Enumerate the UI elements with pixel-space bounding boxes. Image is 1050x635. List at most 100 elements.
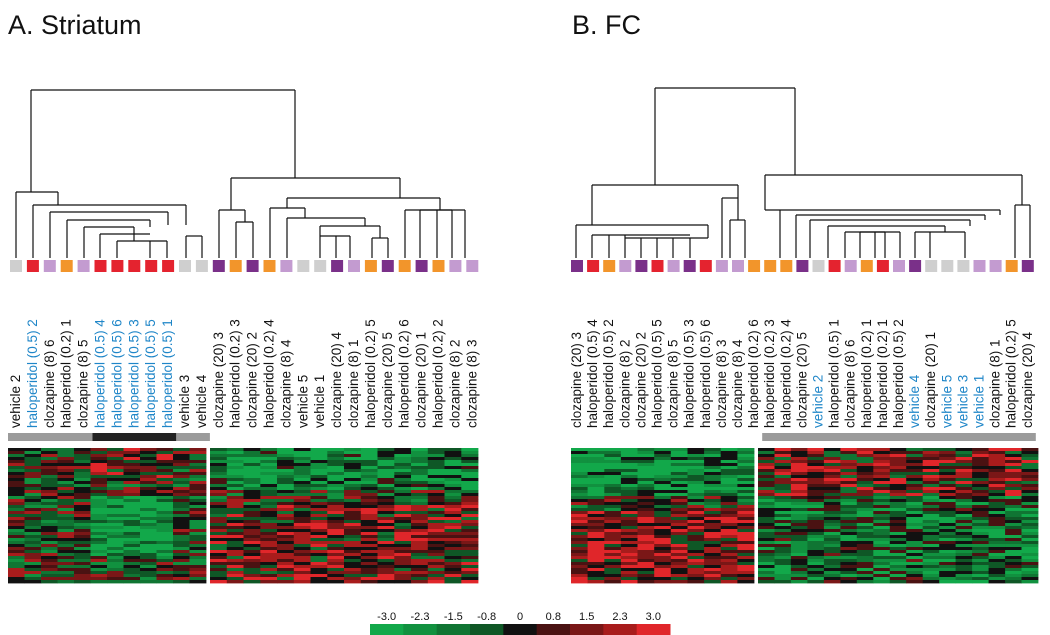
- heatmap-cell: [444, 565, 462, 569]
- heatmap-cell: [720, 553, 738, 557]
- heatmap-cell: [856, 466, 874, 470]
- panel-b-title: B. FC: [572, 10, 642, 40]
- heatmap-cell: [1005, 553, 1022, 557]
- heatmap-cell: [226, 472, 244, 476]
- heatmap-cell: [394, 457, 412, 461]
- heatmap-cell: [293, 568, 311, 572]
- heatmap-cell: [620, 448, 638, 452]
- heatmap-cell: [123, 562, 141, 566]
- heatmap-cell: [107, 544, 124, 548]
- heatmap-cell: [790, 466, 808, 470]
- heatmap-cell: [277, 532, 295, 536]
- heatmap-cell: [24, 565, 42, 569]
- heatmap-cell: [906, 505, 924, 509]
- heatmap-cell: [260, 544, 278, 548]
- legend-swatch: [470, 624, 504, 635]
- heatmap-cell: [840, 541, 858, 545]
- heatmap-cell: [156, 487, 174, 491]
- heatmap-cell: [277, 556, 295, 560]
- heatmap-cell: [210, 520, 228, 524]
- heatmap-cell: [807, 487, 825, 491]
- heatmap-cell: [427, 496, 445, 500]
- heatmap-cell: [604, 490, 622, 494]
- heatmap-cell: [790, 568, 808, 572]
- heatmap-cell: [57, 535, 75, 539]
- heatmap-cell: [260, 481, 278, 485]
- sample-label: haloperidol (0.5) 2: [25, 319, 40, 428]
- heatmap-cell: [774, 553, 792, 557]
- heatmap-cell: [988, 556, 1006, 560]
- group-square: [715, 260, 728, 272]
- heatmap-cell: [8, 559, 25, 563]
- heatmap-cell: [704, 451, 722, 455]
- heatmap-cell: [840, 529, 858, 533]
- heatmap-cell: [737, 550, 755, 554]
- heatmap-cell: [1005, 481, 1022, 485]
- heatmap-cell: [189, 469, 207, 473]
- heatmap-cell: [737, 508, 755, 512]
- heatmap-cell: [310, 454, 328, 458]
- heatmap-cell: [344, 535, 362, 539]
- heatmap-cell: [57, 502, 75, 506]
- heatmap-cell: [1005, 517, 1022, 521]
- heatmap-cell: [939, 526, 957, 530]
- heatmap-cell: [226, 484, 244, 488]
- heatmap-cell: [637, 568, 655, 572]
- heatmap-cell: [823, 556, 841, 560]
- heatmap-cell: [720, 577, 738, 581]
- heatmap-cell: [444, 493, 462, 497]
- heatmap-cell: [277, 475, 295, 479]
- heatmap-cell: [156, 499, 174, 503]
- heatmap-cell: [823, 529, 841, 533]
- heatmap-cell: [123, 544, 141, 548]
- heatmap-cell: [24, 544, 42, 548]
- heatmap-cell: [394, 547, 412, 551]
- heatmap-cell: [461, 541, 479, 545]
- heatmap-cell: [461, 490, 479, 494]
- heatmap-cell: [704, 535, 722, 539]
- heatmap-cell: [293, 538, 311, 542]
- heatmap-cell: [1021, 481, 1039, 485]
- heatmap-cell: [461, 571, 479, 575]
- heatmap-cell: [889, 505, 907, 509]
- heatmap-cell: [1021, 526, 1039, 530]
- heatmap-cell: [1021, 577, 1039, 581]
- group-square: [398, 260, 411, 272]
- heatmap-cell: [277, 502, 295, 506]
- heatmap-cell: [873, 454, 891, 458]
- heatmap-cell: [24, 580, 42, 584]
- heatmap-cell: [344, 526, 362, 530]
- heatmap-cell: [327, 559, 345, 563]
- heatmap-cell: [90, 451, 108, 455]
- heatmap-cell: [807, 556, 825, 560]
- heatmap-cell: [955, 550, 973, 554]
- heatmap-cell: [587, 553, 605, 557]
- heatmap-cell: [461, 559, 479, 563]
- heatmap-cell: [461, 529, 479, 533]
- heatmap-cell: [24, 523, 42, 527]
- heatmap-cell: [1005, 496, 1022, 500]
- heatmap-cell: [1005, 544, 1022, 548]
- heatmap-cell: [411, 523, 429, 527]
- heatmap-cell: [156, 568, 174, 572]
- group-square: [212, 260, 225, 272]
- heatmap-cell: [620, 553, 638, 557]
- heatmap-cell: [758, 460, 775, 464]
- heatmap-cell: [972, 544, 989, 548]
- heatmap-cell: [939, 451, 957, 455]
- heatmap-cell: [360, 514, 378, 518]
- heatmap-cell: [310, 463, 328, 467]
- heatmap-cell: [310, 481, 328, 485]
- heatmap-cell: [107, 481, 124, 485]
- heatmap-cell: [790, 550, 808, 554]
- heatmap-cell: [939, 469, 957, 473]
- heatmap-cell: [1005, 529, 1022, 533]
- heatmap-cell: [571, 523, 588, 527]
- heatmap-cell: [774, 577, 792, 581]
- heatmap-cell: [461, 547, 479, 551]
- heatmap-cell: [210, 514, 228, 518]
- heatmap-cell: [670, 520, 688, 524]
- heatmap-cell: [758, 514, 775, 518]
- heatmap-cell: [107, 550, 124, 554]
- heatmap-cell: [620, 469, 638, 473]
